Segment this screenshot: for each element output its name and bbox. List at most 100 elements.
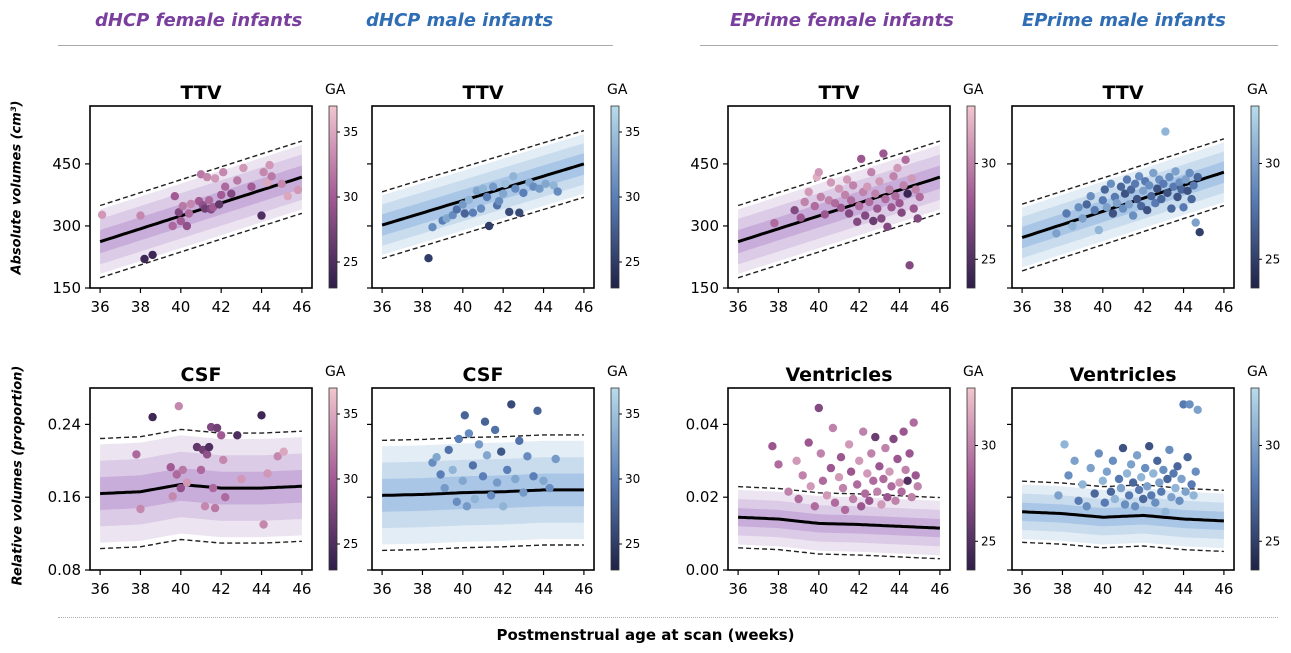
centile-upper-dashed xyxy=(100,428,302,440)
data-point xyxy=(1165,172,1174,182)
data-point xyxy=(863,182,872,191)
data-point xyxy=(200,204,210,213)
x-tick-label: 36 xyxy=(91,298,110,316)
x-tick-label: 42 xyxy=(212,298,231,316)
y-tick-label: 150 xyxy=(52,279,81,297)
data-point xyxy=(1159,465,1168,475)
data-point xyxy=(1086,192,1095,201)
data-point xyxy=(830,498,840,507)
colorbar-tick-label: 30 xyxy=(343,472,358,486)
colorbar-tick-label: 30 xyxy=(343,190,358,204)
data-point xyxy=(915,192,924,202)
x-tick-label: 38 xyxy=(769,298,788,316)
x-tick-label: 36 xyxy=(1013,298,1032,316)
data-point xyxy=(1074,496,1083,505)
colorbar-label: GA xyxy=(1247,364,1268,380)
data-point xyxy=(869,476,878,485)
data-point xyxy=(170,192,179,201)
x-tick-label: 46 xyxy=(1214,298,1233,316)
data-point xyxy=(1181,487,1190,496)
data-point xyxy=(853,480,862,489)
chart-panel-4: TTV 36 38 40 42 44 46 GA 25 30 xyxy=(1007,82,1280,316)
data-point xyxy=(774,460,783,469)
y-tick-label: 150 xyxy=(690,279,719,297)
data-point xyxy=(1137,201,1146,211)
x-tick-label: 38 xyxy=(413,298,432,316)
y-tick-label: 0.04 xyxy=(686,415,719,433)
x-tick-label: 44 xyxy=(1174,298,1193,316)
data-point xyxy=(184,209,194,218)
data-point xyxy=(140,254,149,264)
x-tick-label: 44 xyxy=(890,298,909,316)
data-point xyxy=(901,465,910,475)
data-point xyxy=(259,168,268,177)
data-point xyxy=(263,469,272,478)
data-point xyxy=(210,174,220,183)
data-point xyxy=(911,185,920,194)
data-point xyxy=(1118,204,1128,213)
colorbar-tick-label: 25 xyxy=(343,537,358,551)
data-point xyxy=(478,184,488,193)
data-point xyxy=(499,502,508,511)
data-point xyxy=(1153,456,1162,465)
data-point xyxy=(814,403,823,413)
data-point xyxy=(428,223,437,232)
data-point xyxy=(1189,491,1198,500)
data-point xyxy=(1106,179,1116,188)
panel-title: CSF xyxy=(463,364,504,386)
data-point xyxy=(233,176,242,185)
data-point xyxy=(217,190,226,200)
data-point xyxy=(1157,487,1166,496)
data-point xyxy=(1118,443,1128,453)
data-point xyxy=(887,482,896,491)
data-point xyxy=(1149,469,1158,478)
data-point xyxy=(474,440,484,449)
data-point xyxy=(511,474,520,484)
data-point xyxy=(424,254,433,263)
data-point xyxy=(174,208,183,217)
data-point xyxy=(1112,199,1122,208)
data-point xyxy=(1151,498,1160,507)
data-point xyxy=(462,502,472,511)
x-tick-label: 46 xyxy=(574,298,593,316)
data-point xyxy=(132,450,141,459)
centile-median-line xyxy=(1022,510,1224,523)
data-point xyxy=(855,201,864,211)
data-point xyxy=(148,250,157,260)
data-point xyxy=(1153,184,1162,193)
x-tick-label: 40 xyxy=(1093,580,1112,598)
data-point xyxy=(1116,483,1126,493)
data-point xyxy=(1120,189,1130,198)
data-point xyxy=(871,189,880,198)
data-point xyxy=(1078,214,1087,223)
data-point xyxy=(196,465,206,475)
centile-lower-dashed xyxy=(1021,204,1225,272)
panel-title: TTV xyxy=(180,82,221,104)
data-point xyxy=(1175,496,1184,505)
x-tick-label: 44 xyxy=(252,298,271,316)
plot-frame xyxy=(89,105,313,289)
centile-upper-dashed xyxy=(381,129,585,193)
data-point xyxy=(798,471,807,480)
colorbar-label: GA xyxy=(607,364,628,380)
data-point xyxy=(857,502,866,511)
colorbar-tick-label: 35 xyxy=(625,125,640,139)
x-tick-label: 38 xyxy=(1053,298,1072,316)
data-point xyxy=(881,443,890,453)
panel-title: Ventricles xyxy=(785,364,892,386)
centile-upper-dashed xyxy=(1021,138,1225,205)
centile-upper-dashed xyxy=(382,434,584,441)
data-point xyxy=(1102,467,1112,476)
x-tick-label: 42 xyxy=(494,298,513,316)
data-point xyxy=(909,204,918,213)
data-point xyxy=(176,483,185,493)
data-point xyxy=(875,177,884,186)
x-tick-label: 42 xyxy=(850,580,869,598)
data-point xyxy=(806,482,815,491)
data-point xyxy=(1169,469,1178,478)
data-point xyxy=(219,168,228,177)
data-point xyxy=(97,210,107,219)
chart-panel-6: CSF 36 38 40 42 44 46 GA 25 30 35 xyxy=(367,364,640,598)
data-point xyxy=(846,467,856,476)
data-point xyxy=(897,487,906,496)
